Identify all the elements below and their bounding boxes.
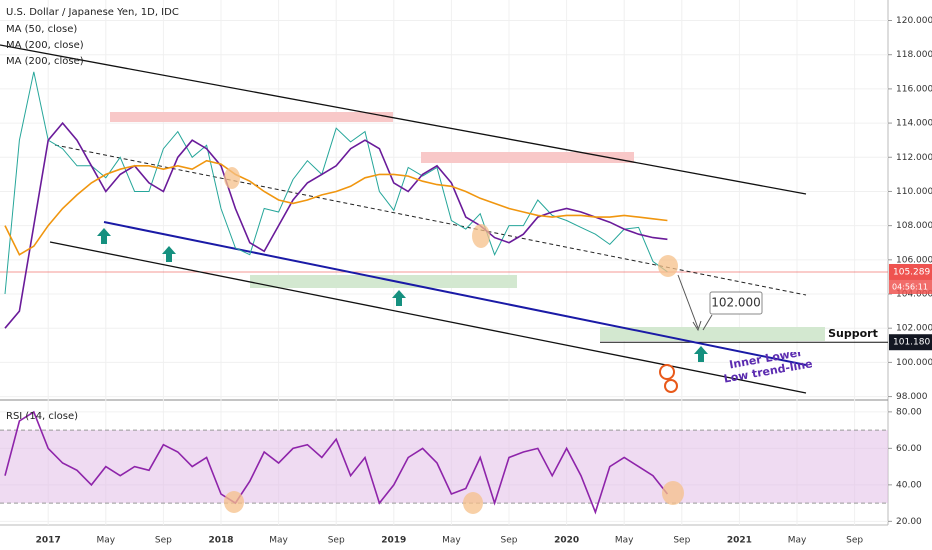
x-tick-label: 2019	[381, 536, 406, 546]
target-box	[709, 291, 763, 315]
event-icon	[664, 379, 678, 393]
support-zone	[600, 327, 825, 341]
highlight	[224, 491, 244, 513]
y-tick-label: 104.000	[896, 290, 932, 300]
y-tick-label: 100.000	[896, 358, 932, 368]
event-icon	[659, 364, 675, 380]
x-tick-label: Sep	[846, 536, 863, 546]
x-tick-label: 2021	[727, 536, 752, 546]
resistance-zone	[421, 152, 634, 163]
support-tag	[889, 334, 932, 351]
x-tick-label: May	[788, 536, 807, 546]
legend-item: MA (50, close)	[6, 24, 77, 35]
up-arrow	[392, 290, 406, 306]
y-tick-label: 110.000	[896, 187, 932, 197]
y-tick-label: 106.000	[896, 255, 932, 265]
y-tick-label: 98.000	[896, 392, 928, 402]
x-tick-label: Sep	[501, 536, 518, 546]
annotations	[0, 44, 825, 394]
highlight	[463, 492, 483, 514]
y-tick-label: 60.00	[896, 444, 922, 454]
highlight	[658, 255, 678, 277]
y-tick-label: 80.00	[896, 407, 922, 417]
target-label: 102.000	[711, 296, 761, 310]
series-line	[4, 159, 668, 256]
x-tick-label: Sep	[155, 536, 172, 546]
y-tick-label: 114.000	[896, 119, 932, 129]
inner-trendline	[103, 221, 807, 366]
x-tick-label: 2020	[554, 536, 579, 546]
series-line	[4, 410, 669, 515]
highlight	[472, 224, 490, 248]
countdown-tag	[889, 279, 932, 294]
up-arrow	[162, 246, 176, 262]
resistance-zone	[110, 112, 393, 122]
channel-bottom	[49, 241, 807, 394]
y-tick-label: 108.000	[896, 221, 932, 231]
pointer-line	[702, 314, 713, 331]
highlight	[662, 481, 684, 505]
x-tick-label: 2017	[36, 536, 61, 546]
y-tick-label: 40.00	[896, 480, 922, 490]
trendline-label: Inner Lower Low trend-line	[722, 352, 812, 386]
y-tick-label: 120.000	[896, 16, 932, 26]
up-arrows	[97, 228, 708, 362]
x-tick-label: May	[615, 536, 634, 546]
y-tick-label: 116.000	[896, 84, 932, 94]
pointer-head	[692, 320, 702, 332]
highlight	[224, 167, 240, 189]
x-tick-label: May	[442, 536, 461, 546]
x-tick-label: Sep	[328, 536, 345, 546]
support-zone	[250, 275, 517, 288]
mid-trendline	[54, 144, 807, 296]
countdown-label: 04:56:11	[892, 282, 928, 291]
support-price-label: 101.180	[893, 338, 930, 348]
highlight-circles	[224, 167, 684, 514]
pointer-arrow	[677, 274, 699, 329]
legend-item: MA (200, close)	[6, 40, 84, 51]
legend-title: U.S. Dollar / Japanese Yen, 1D, IDC	[6, 7, 179, 18]
support-label: Support	[828, 327, 878, 340]
y-tick-label: 20.00	[896, 517, 922, 527]
rsi-band	[0, 430, 888, 504]
trendline-note: Inner Lower Low trend-line	[722, 352, 812, 386]
x-tick-label: May	[269, 536, 288, 546]
y-tick-label: 118.000	[896, 50, 932, 60]
x-tick-label: May	[96, 536, 115, 546]
up-arrow	[694, 346, 708, 362]
last-price-label: 105.289	[893, 267, 930, 277]
price-tag	[889, 263, 932, 280]
annotations: 102.000 Support Inner Lower Low trend-li…	[97, 167, 878, 514]
rsi-title: RSI (14, close)	[6, 411, 78, 422]
legend-item: MA (200, close)	[6, 56, 84, 67]
y-tick-label: 112.000	[896, 153, 932, 163]
up-arrow	[97, 228, 111, 244]
channel-top	[0, 44, 807, 195]
x-tick-label: 2018	[208, 536, 233, 546]
x-tick-label: Sep	[673, 536, 690, 546]
series-line	[4, 121, 668, 329]
y-tick-label: 102.000	[896, 324, 932, 334]
